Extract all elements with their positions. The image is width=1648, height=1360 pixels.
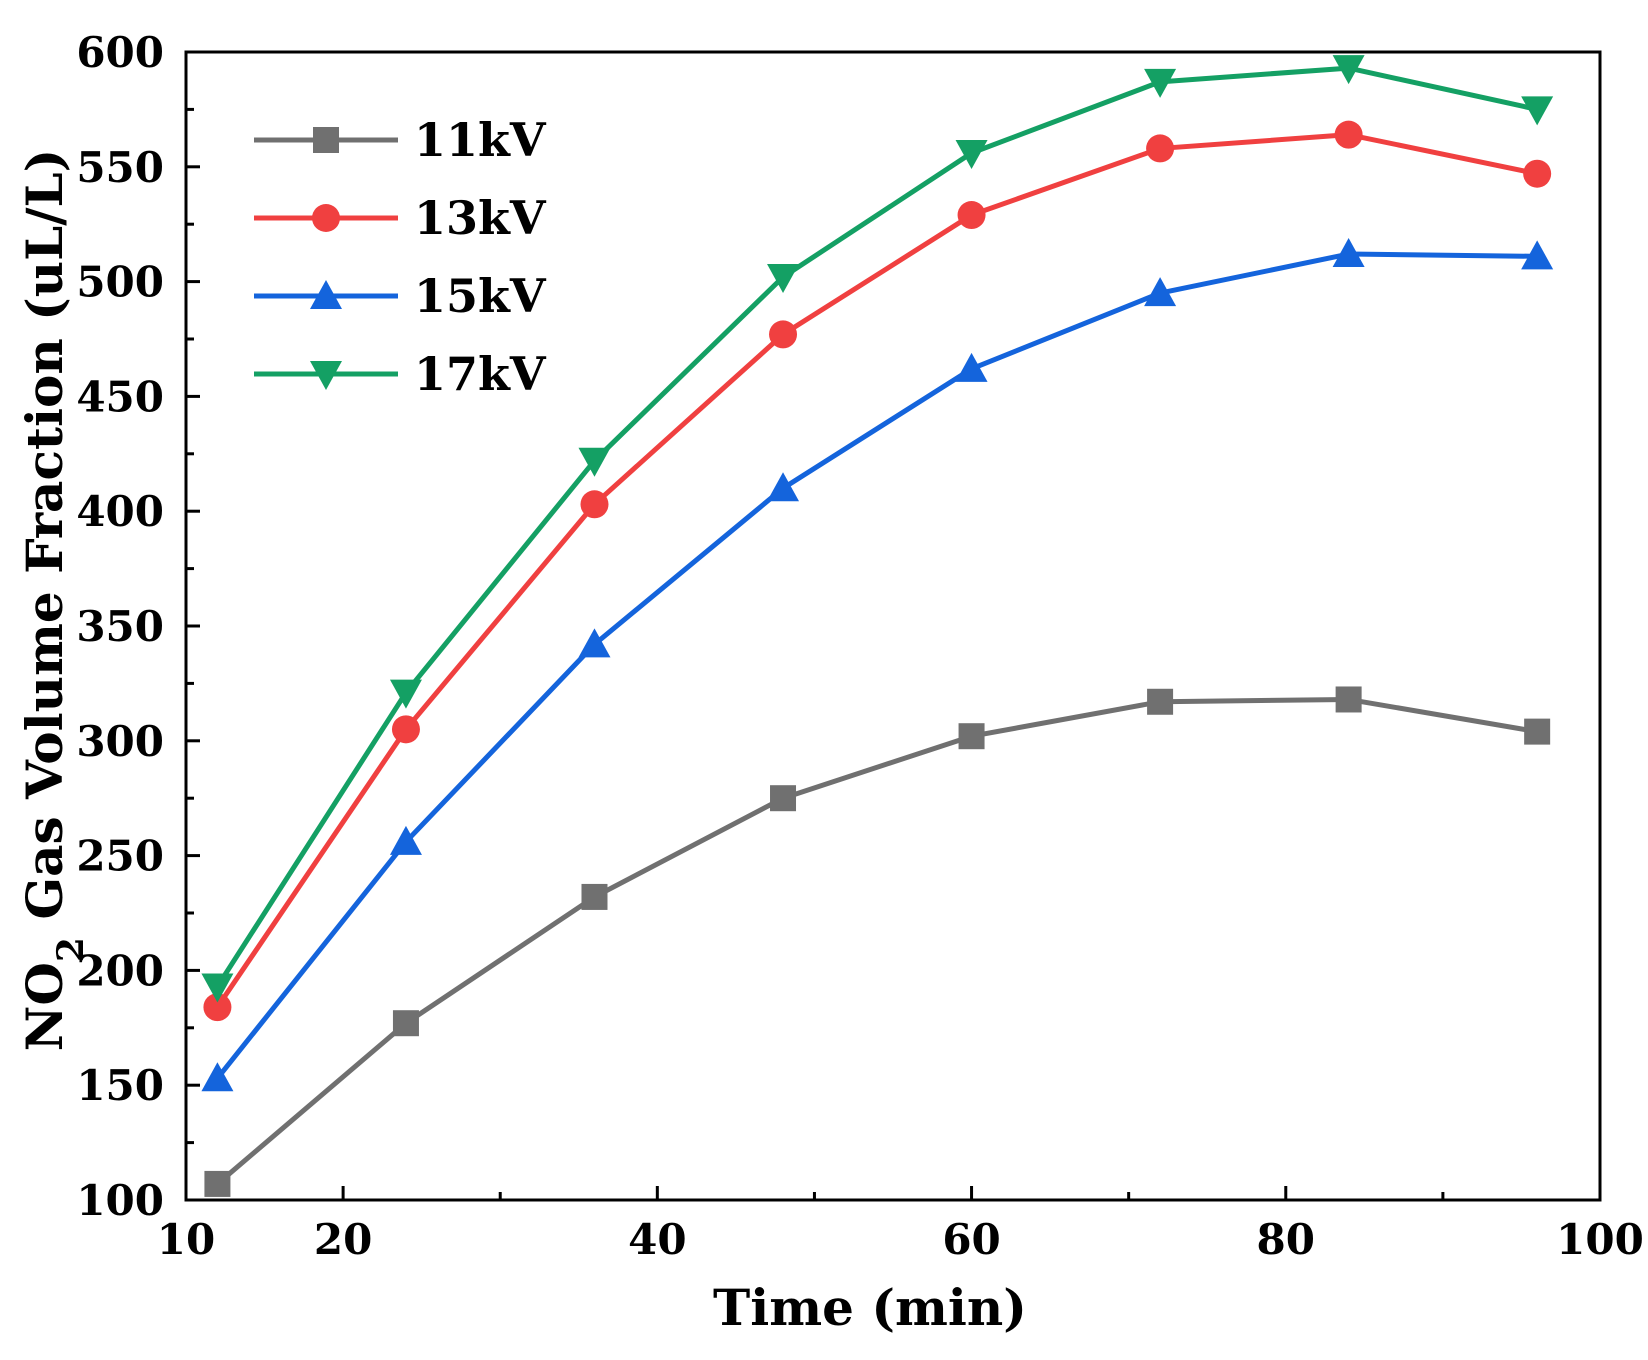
legend-marker (313, 127, 339, 153)
x-tick-label: 100 (1556, 1215, 1644, 1264)
y-tick-label: 450 (76, 372, 164, 421)
x-tick-label: 20 (314, 1215, 372, 1264)
data-point (204, 1170, 231, 1197)
data-point (1521, 240, 1554, 270)
legend-marker (310, 280, 342, 309)
series-13kV (203, 120, 1552, 1022)
data-point (767, 472, 800, 502)
data-point (769, 320, 798, 349)
data-point (578, 447, 611, 477)
legend-label: 15kV (414, 269, 547, 323)
data-point (203, 993, 232, 1022)
legend-item: 13kV (254, 191, 547, 245)
y-tick-label: 200 (76, 946, 164, 995)
ticks-group: 10 20 40 60 80 100 100 150 200 250 300 350 400 450 500… (76, 28, 1644, 1264)
series-17kV (201, 55, 1554, 1003)
y-tick-label: 300 (76, 717, 164, 766)
legend-item: 15kV (254, 269, 547, 323)
data-point (1144, 68, 1177, 98)
data-point (578, 628, 611, 658)
y-axis-title-post: Gas Volume Fraction (uL/L) (15, 149, 74, 937)
y-tick-label: 400 (76, 487, 164, 536)
data-point (391, 715, 420, 744)
legend-item: 11kV (254, 113, 547, 167)
legend-label: 17kV (414, 347, 547, 401)
data-point (958, 723, 985, 750)
legend-marker (312, 204, 340, 232)
series-11kV (204, 686, 1551, 1197)
data-point (1335, 686, 1362, 713)
y-tick-label: 500 (76, 258, 164, 307)
y-tick-label: 150 (76, 1061, 164, 1110)
data-point (1334, 120, 1363, 149)
y-axis-title-sub: 2 (50, 937, 92, 962)
legend-marker (310, 361, 342, 390)
data-point (957, 201, 986, 230)
data-point (1521, 96, 1554, 126)
legend-label: 11kV (414, 113, 547, 167)
series-line (215, 251, 1538, 1080)
data-point (1523, 159, 1552, 188)
data-point (1147, 688, 1174, 715)
data-point (955, 140, 988, 170)
legend-label: 13kV (414, 191, 547, 245)
data-point (392, 1010, 419, 1037)
series-15kV (201, 238, 1554, 1092)
y-axis-title: NO2 Gas Volume Fraction (uL/L) (15, 149, 92, 1052)
y-tick-label: 600 (76, 28, 164, 77)
data-point (389, 825, 422, 855)
data-point (1332, 55, 1365, 85)
x-tick-label: 40 (628, 1215, 686, 1264)
legend-item: 17kV (254, 347, 547, 401)
y-axis-title-pre: NO (15, 962, 74, 1051)
data-point (581, 883, 608, 910)
data-point (770, 785, 797, 812)
data-point (767, 264, 800, 294)
series-line (215, 65, 1538, 988)
x-tick-label: 60 (942, 1215, 1000, 1264)
data-point (1332, 238, 1365, 268)
y-tick-label: 350 (76, 602, 164, 651)
series-group (201, 55, 1554, 1197)
y-tick-label: 550 (76, 143, 164, 192)
series-line (215, 696, 1538, 1186)
y-tick-label: 250 (76, 832, 164, 881)
data-point (1146, 134, 1175, 163)
data-point (580, 490, 609, 519)
data-point (389, 679, 422, 709)
x-axis-title: Time (min) (713, 1278, 1027, 1337)
y-tick-label: 100 (76, 1176, 164, 1225)
data-point (955, 352, 988, 382)
data-point (201, 973, 234, 1003)
legend: 11kV 13kV 15kV 17kV (254, 113, 547, 401)
data-point (1144, 277, 1177, 307)
series-line (215, 132, 1538, 1009)
x-tick-label: 80 (1257, 1215, 1315, 1264)
x-tick-label: 10 (157, 1215, 215, 1264)
data-point (201, 1062, 234, 1092)
data-point (1524, 718, 1551, 745)
